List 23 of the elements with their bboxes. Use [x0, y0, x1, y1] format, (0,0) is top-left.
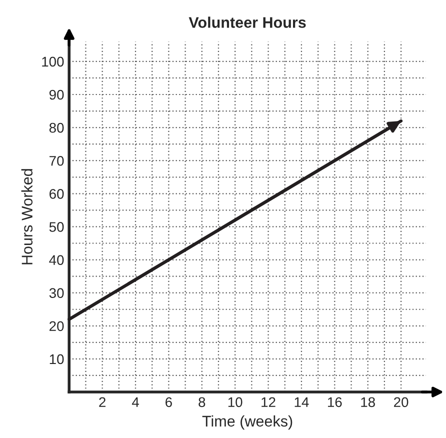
chart-title: Volunteer Hours [188, 16, 306, 28]
y-tick-label: 60 [50, 189, 64, 199]
y-tick-label: 100 [42, 56, 64, 67]
y-tick-label: 90 [49, 90, 64, 100]
x-tick-label: 18 [361, 397, 375, 408]
x-tick-label: 6 [166, 397, 172, 408]
x-tick-label: 10 [228, 397, 242, 408]
x-tick-label: 8 [198, 397, 206, 408]
y-axis-title: Hours Worked [21, 169, 33, 264]
x-axis-title: Time (weeks) [202, 415, 292, 430]
y-tick-label: 40 [49, 255, 64, 265]
y-tick-label: 20 [50, 321, 64, 332]
y-tick-label: 70 [50, 156, 64, 166]
x-tick-label: 4 [132, 397, 139, 407]
x-tick-label: 12 [262, 397, 276, 407]
y-tick-label: 30 [49, 288, 64, 298]
x-tick-label: 2 [99, 397, 106, 407]
y-tick-label: 50 [49, 222, 64, 232]
x-tick-label: 14 [294, 397, 309, 407]
x-tick-label: 20 [394, 397, 408, 408]
y-tick-label: 80 [49, 122, 64, 133]
x-tick-label: 16 [328, 397, 342, 408]
y-tick-label: 10 [50, 354, 64, 364]
